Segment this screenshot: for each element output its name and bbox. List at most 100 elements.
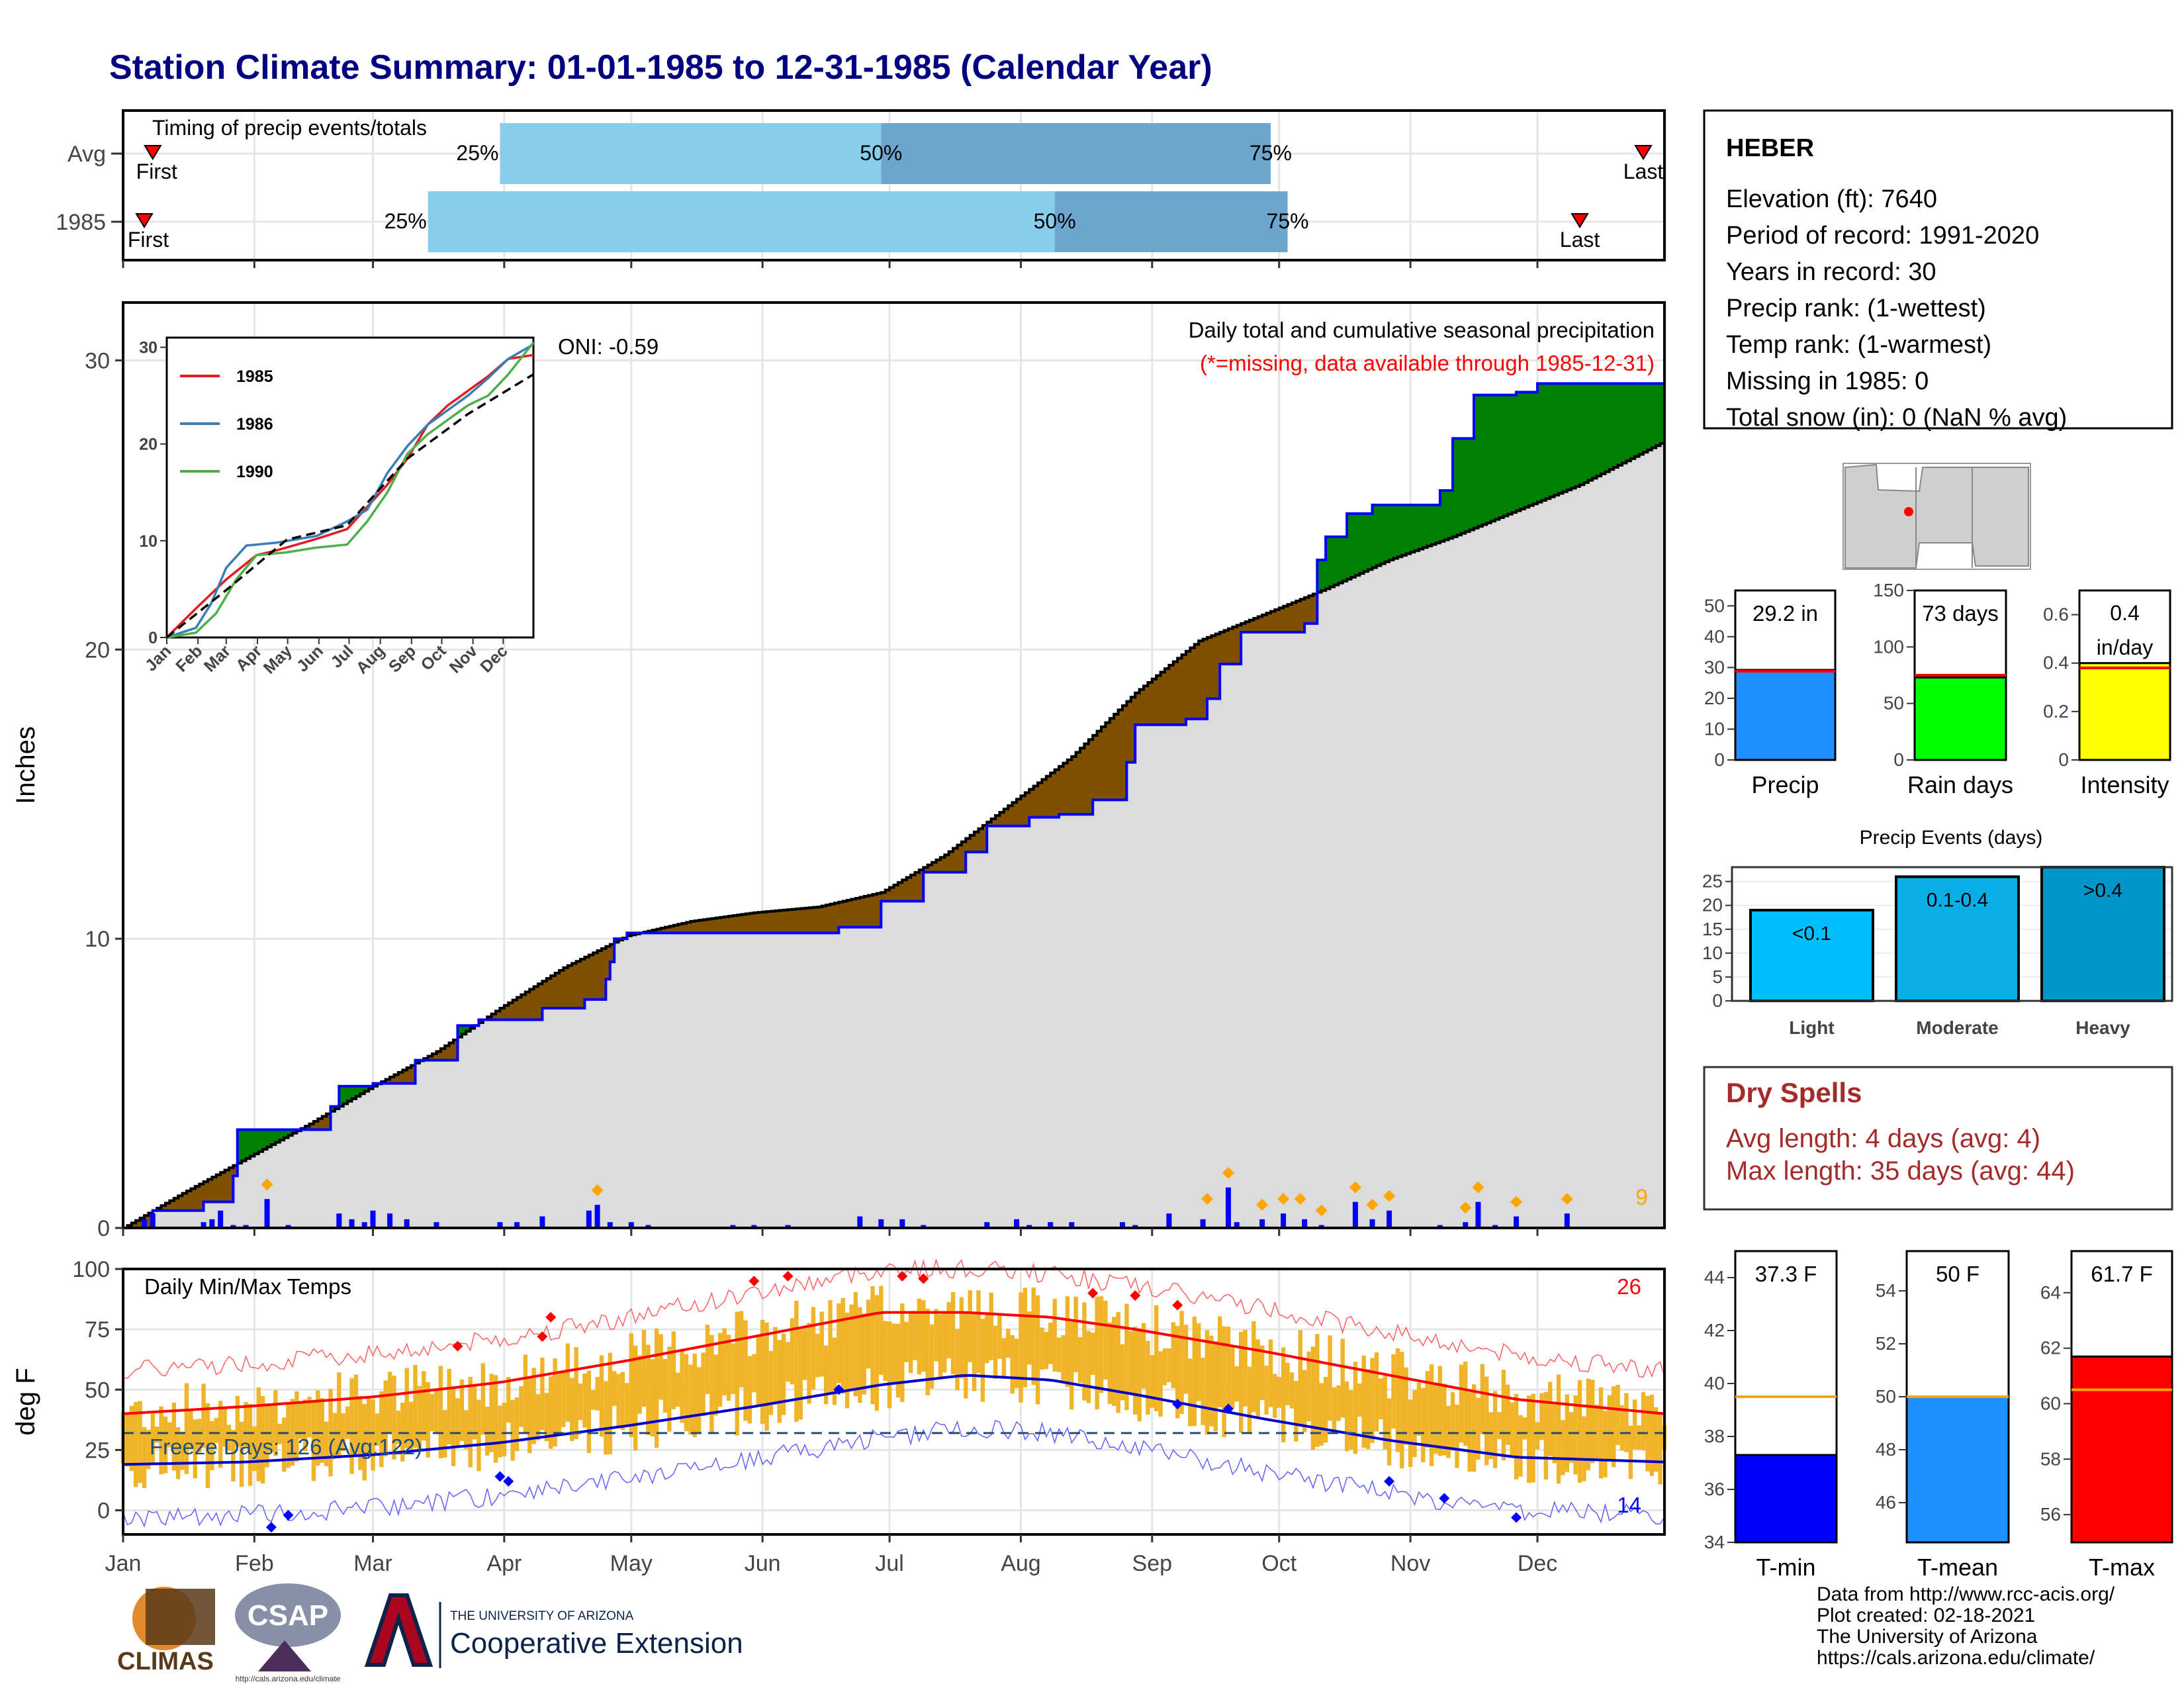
- daily-temp-range-bar: [426, 1382, 430, 1458]
- daily-temp-range-bar: [1268, 1339, 1273, 1407]
- below-normal-area: [839, 902, 844, 927]
- below-normal-area: [1190, 647, 1195, 720]
- summary-y-tick-label: 40: [1704, 1373, 1725, 1393]
- timing-q25-label: 25%: [385, 209, 427, 233]
- below-normal-area: [610, 944, 615, 962]
- timing-q50-q75-bar: [1054, 191, 1288, 252]
- daily-temp-range-bar: [197, 1419, 202, 1453]
- precip-y-tick-label: 0: [97, 1216, 110, 1241]
- heavy-event-marker: [1256, 1198, 1269, 1211]
- above-normal-area: [242, 1129, 247, 1161]
- below-normal-area: [1144, 686, 1149, 725]
- daily-temp-range-bar: [252, 1426, 257, 1472]
- month-label: Jun: [745, 1551, 781, 1576]
- event-bar: [1895, 875, 2020, 1003]
- above-normal-area: [1444, 490, 1449, 540]
- daily-temp-range-bar: [1628, 1425, 1633, 1479]
- daily-temp-range-bar: [1251, 1321, 1256, 1413]
- above-normal-area: [1372, 504, 1377, 568]
- above-normal-area: [614, 939, 619, 943]
- below-normal-area: [1241, 623, 1246, 633]
- daily-temp-range-bar: [1535, 1422, 1540, 1450]
- timing-q25-label: 25%: [456, 141, 498, 165]
- below-normal-area: [1220, 632, 1225, 665]
- daily-temp-range-bar: [1255, 1339, 1260, 1417]
- below-normal-area: [487, 1017, 492, 1020]
- below-normal-area: [178, 1196, 183, 1211]
- below-normal-area: [995, 816, 1001, 826]
- daily-temp-range-bar: [434, 1389, 439, 1434]
- below-normal-area: [449, 1043, 454, 1060]
- above-normal-area: [250, 1129, 255, 1156]
- below-normal-area: [770, 911, 776, 933]
- events-y-tick-label: 20: [1702, 895, 1723, 915]
- daily-temp-range-bar: [976, 1290, 981, 1374]
- below-normal-area: [1312, 594, 1318, 624]
- daily-temp-range-bar: [129, 1405, 134, 1472]
- daily-precip-bar: [141, 1219, 147, 1228]
- daily-temp-range-bar: [527, 1376, 532, 1454]
- above-normal-area: [254, 1129, 259, 1154]
- below-normal-area: [593, 953, 598, 1000]
- daily-temp-range-bar: [413, 1364, 418, 1448]
- below-normal-area: [191, 1188, 196, 1211]
- daily-temp-range-bar: [1133, 1327, 1138, 1415]
- timing-row-label: Avg: [68, 142, 106, 167]
- hot-day-marker: [782, 1270, 794, 1282]
- daily-temp-range-bar: [1569, 1412, 1574, 1463]
- daily-temp-range-bar: [489, 1374, 494, 1452]
- daily-temp-range-bar: [1328, 1335, 1332, 1421]
- below-normal-area: [1084, 743, 1089, 815]
- daily-precip-bar: [1564, 1213, 1570, 1228]
- below-normal-area: [834, 903, 839, 933]
- below-normal-area: [987, 821, 992, 826]
- daily-temp-range-bar: [298, 1401, 303, 1439]
- daily-temp-range-bar: [1319, 1383, 1324, 1446]
- above-normal-area: [1571, 383, 1576, 489]
- daily-temp-range-bar: [1273, 1374, 1277, 1418]
- heavy-event-marker: [1472, 1181, 1484, 1194]
- daily-temp-range-bar: [260, 1395, 265, 1483]
- last-event-marker: [1570, 213, 1589, 228]
- event-bar-label: >0.4: [2083, 880, 2122, 902]
- daily-temp-range-bar: [1480, 1364, 1485, 1434]
- observed-cumulative-line: [123, 382, 1664, 1229]
- summary-bar-fill: [1734, 1454, 1838, 1544]
- inset-line-1990: [166, 342, 535, 639]
- daily-temp-range-bar: [574, 1347, 578, 1440]
- daily-temp-range-bar: [620, 1372, 625, 1430]
- daily-precip-bar: [645, 1225, 651, 1228]
- below-normal-area: [533, 986, 539, 1020]
- first-event-label: First: [136, 160, 177, 183]
- below-normal-area: [897, 882, 903, 902]
- inset-line-normal: [165, 373, 534, 639]
- below-normal-area: [440, 1049, 445, 1060]
- last-event-marker: [1634, 145, 1653, 160]
- month-label: Aug: [1001, 1551, 1041, 1576]
- below-normal-area: [207, 1179, 212, 1202]
- daily-temp-range-bar: [269, 1404, 274, 1452]
- above-normal-area: [1418, 504, 1424, 549]
- summary-bar-value-label: 73 days: [1922, 601, 1999, 626]
- below-normal-area: [1279, 608, 1284, 633]
- daily-temp-range-bar: [1222, 1326, 1226, 1438]
- daily-temp-range-bar: [1167, 1348, 1171, 1383]
- above-normal-area: [1410, 504, 1416, 553]
- month-label: Sep: [1132, 1551, 1173, 1576]
- daily-temp-range-bar: [1421, 1387, 1426, 1462]
- below-normal-area: [902, 880, 907, 902]
- above-normal-area: [1545, 383, 1551, 499]
- above-normal-area: [1317, 559, 1322, 592]
- heavy-event-marker: [1315, 1204, 1328, 1217]
- below-normal-area: [390, 1076, 395, 1084]
- summary-bar-value-label: 61.7 F: [2091, 1262, 2153, 1286]
- daily-temp-range-bar: [1488, 1412, 1493, 1460]
- daily-temp-range-bar: [1455, 1404, 1459, 1468]
- daily-temp-range-bar: [1086, 1331, 1091, 1403]
- precip-y-tick-label: 20: [85, 637, 110, 663]
- daily-temp-range-bar: [163, 1416, 168, 1474]
- below-normal-area: [1283, 606, 1289, 633]
- daily-temp-range-bar: [1183, 1325, 1189, 1394]
- below-normal-area: [999, 812, 1005, 826]
- daily-temp-range-bar: [1069, 1321, 1074, 1410]
